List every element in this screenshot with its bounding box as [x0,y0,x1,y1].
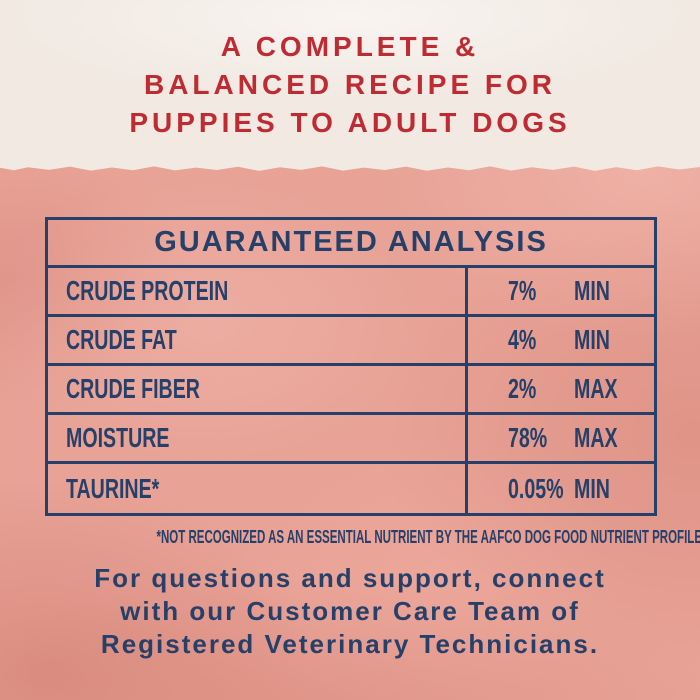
table-row-crude-protein: CRUDE PROTEIN 7% MIN [48,268,654,317]
nutrient-percent: 0.05% [508,472,564,504]
nutrient-qualifier: MIN [574,275,610,306]
nutrient-name: TAURINE* [66,472,160,504]
customer-support-message: For questions and support, connect with … [0,562,700,661]
aafco-footnote: *NOT RECOGNIZED AS AN ESSENTIAL NUTRIENT… [0,527,700,548]
nutrient-name-cell: CRUDE PROTEIN [48,268,465,314]
support-line-3: Registered Veterinary Technicians. [100,629,600,659]
table-row-crude-fiber: CRUDE FIBER 2% MAX [48,366,654,415]
table-row-taurine: TAURINE* 0.05% MIN [48,464,654,513]
nutrient-qualifier: MIN [574,324,610,355]
guaranteed-analysis-table: GUARANTEED ANALYSIS CRUDE PROTEIN 7% MIN … [45,217,657,516]
nutrient-percent: 7% [508,275,537,306]
nutrient-name-cell: TAURINE* [48,464,465,513]
claim-line-3: PUPPIES TO ADULT DOGS [129,107,571,138]
support-line-2: with our Customer Care Team of [120,596,580,626]
nutrient-value-cell: 78% MAX [465,415,654,461]
nutrient-value-cell: 0.05% MIN [465,464,654,513]
guaranteed-analysis-heading: GUARANTEED ANALYSIS [48,220,654,268]
claim-line-2: BALANCED RECIPE FOR [143,69,556,100]
nutrient-percent: 2% [508,373,537,404]
aafco-footnote-text: *NOT RECOGNIZED AS AN ESSENTIAL NUTRIENT… [156,527,700,547]
nutrient-qualifier: MAX [574,373,618,404]
nutrient-name-cell: CRUDE FIBER [48,366,465,412]
cream-top-band [0,0,700,171]
nutrient-percent: 78% [508,422,548,453]
nutrient-name-cell: CRUDE FAT [48,317,465,363]
claim-line-1: A COMPLETE & [220,31,480,62]
nutrient-value-cell: 4% MIN [465,317,654,363]
nutrient-qualifier: MAX [574,422,618,453]
nutrient-value-cell: 7% MIN [465,268,654,314]
nutrient-name: CRUDE FAT [66,324,177,355]
support-line-1: For questions and support, connect [94,563,606,593]
product-claim-title: A COMPLETE & BALANCED RECIPE FOR PUPPIES… [0,28,700,142]
nutrient-name: CRUDE FIBER [66,373,200,404]
nutrient-name: CRUDE PROTEIN [66,275,229,306]
nutrient-name: MOISTURE [66,422,170,453]
nutrient-percent: 4% [508,324,537,355]
nutrient-qualifier: MIN [574,472,610,504]
nutrient-name-cell: MOISTURE [48,415,465,461]
nutrient-value-cell: 2% MAX [465,366,654,412]
table-row-crude-fat: CRUDE FAT 4% MIN [48,317,654,366]
table-row-moisture: MOISTURE 78% MAX [48,415,654,464]
